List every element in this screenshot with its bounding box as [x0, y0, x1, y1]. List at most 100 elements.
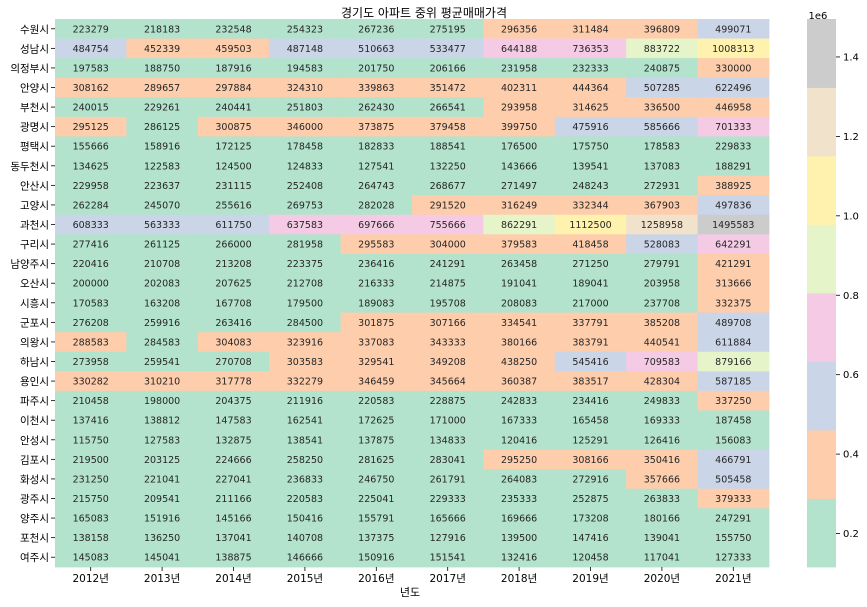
cell-value-label: 283041 [430, 455, 466, 466]
heatmap-cell [55, 410, 127, 431]
heatmap-cell [126, 293, 199, 313]
cell-value-label: 178583 [644, 142, 680, 153]
cell-value-label: 188750 [144, 63, 180, 74]
heatmap-cell [197, 175, 270, 196]
heatmap-cell [197, 508, 270, 529]
heatmap-cell [55, 547, 127, 568]
cell-value-label: 217000 [572, 298, 608, 309]
cell-value-label: 269753 [287, 200, 323, 211]
cell-value-label: 304000 [430, 240, 466, 251]
heatmap-cell [269, 58, 341, 79]
heatmap-cell [554, 351, 627, 372]
cell-value-label: 288583 [73, 337, 109, 348]
heatmap-cell [554, 332, 627, 353]
heatmap-cell [554, 234, 627, 255]
heatmap-cell [554, 488, 627, 509]
cell-value-label: 438250 [501, 357, 537, 368]
heatmap-cell [554, 253, 627, 274]
cell-value-label: 210458 [73, 396, 109, 407]
y-tick-labels: 수원시성남시의정부시안양시부천시광명시평택시동두천시안산시고양시과천시구리시남양… [10, 24, 55, 564]
heatmap-cell [626, 390, 698, 411]
cell-value-label: 446958 [715, 103, 751, 114]
cell-value-label: 120416 [501, 435, 537, 446]
cell-value-label: 127541 [358, 161, 394, 172]
heatmap-cell [697, 410, 770, 431]
heatmap-cell [269, 273, 341, 294]
y-tick-label: 수원시 [20, 24, 49, 36]
y-tick-label: 성남시 [20, 43, 49, 55]
heatmap-cell [197, 430, 270, 450]
heatmap-cell [126, 77, 199, 98]
heatmap-cell [554, 527, 627, 548]
cell-value-label: 879166 [715, 357, 751, 368]
cell-value-label: 248243 [572, 181, 608, 192]
cell-value-label: 1112500 [569, 220, 611, 231]
heatmap-cell [626, 351, 698, 372]
heatmap-cell [340, 527, 413, 548]
heatmap-cell [697, 97, 770, 118]
cell-value-label: 145083 [73, 553, 109, 564]
cell-value-label: 510663 [358, 44, 394, 55]
cell-value-label: 311484 [572, 24, 608, 35]
cell-value-label: 134625 [73, 161, 109, 172]
cell-value-label: 346459 [358, 377, 394, 388]
cell-value-label: 139041 [644, 533, 680, 544]
heatmap-cell [55, 253, 127, 274]
cell-value-label: 300875 [215, 122, 251, 133]
colorbar-tick-label: 1.2 [843, 132, 859, 143]
heatmap-cell [412, 410, 484, 431]
cell-value-label: 165458 [572, 416, 608, 427]
heatmap-cell [340, 19, 413, 39]
cell-value-label: 452339 [144, 44, 180, 55]
y-tick-label: 의정부시 [10, 63, 49, 75]
heatmap-cell [197, 214, 270, 235]
cell-value-label: 267236 [358, 24, 394, 35]
y-tick-label: 이천시 [20, 415, 49, 427]
heatmap-cell [126, 116, 199, 137]
cell-value-label: 169333 [644, 416, 680, 427]
heatmap-cell [697, 116, 770, 137]
heatmap-cell [697, 234, 770, 255]
cell-value-label: 127583 [144, 435, 180, 446]
cell-value-label: 388925 [715, 181, 751, 192]
heatmap-cell [340, 273, 413, 294]
x-tick-labels: 2012년 2013년 2014년 2015년 2016년 2017년 2018년 2019년… [73, 567, 751, 585]
cell-value-label: 229833 [715, 142, 751, 153]
cell-value-label: 194583 [287, 63, 323, 74]
heatmap-cell [412, 469, 484, 490]
cell-value-label: 307166 [430, 318, 466, 329]
cell-value-label: 155750 [715, 533, 751, 544]
heatmap-cell [126, 430, 199, 450]
heatmap-cell [269, 77, 341, 98]
cell-value-label: 380166 [501, 337, 537, 348]
heatmap-cell [626, 312, 698, 333]
y-tick-label: 의왕시 [20, 337, 49, 349]
cell-value-label: 187916 [215, 63, 251, 74]
heatmap-cell [554, 175, 627, 196]
cell-value-label: 247291 [715, 514, 751, 525]
heatmap-cell [55, 390, 127, 411]
cell-value-label: 165083 [73, 514, 109, 525]
cell-value-label: 223375 [287, 259, 323, 270]
cell-value-label: 138812 [144, 416, 180, 427]
cell-value-label: 200000 [73, 279, 109, 290]
cell-value-label: 138541 [287, 435, 323, 446]
cell-value-label: 440541 [644, 337, 680, 348]
cell-value-label: 268677 [430, 181, 466, 192]
cell-value-label: 254323 [287, 24, 323, 35]
cell-value-label: 246750 [358, 474, 394, 485]
heatmap-cell [197, 116, 270, 137]
cell-value-label: 399750 [501, 122, 537, 133]
cell-value-label: 585666 [644, 122, 680, 133]
cell-value-label: 383517 [572, 377, 608, 388]
heatmap-cell [55, 273, 127, 294]
chart-title: 경기도 아파트 중위 평균매매가격 [341, 6, 507, 20]
cell-value-label: 208083 [501, 298, 537, 309]
cell-value-label: 221041 [144, 474, 180, 485]
heatmap-cell [197, 253, 270, 274]
cell-value-label: 195708 [430, 298, 466, 309]
heatmap-cell [55, 488, 127, 509]
heatmap-cell [412, 58, 484, 79]
heatmap-cell [483, 234, 556, 255]
heatmap-cell [269, 214, 341, 235]
